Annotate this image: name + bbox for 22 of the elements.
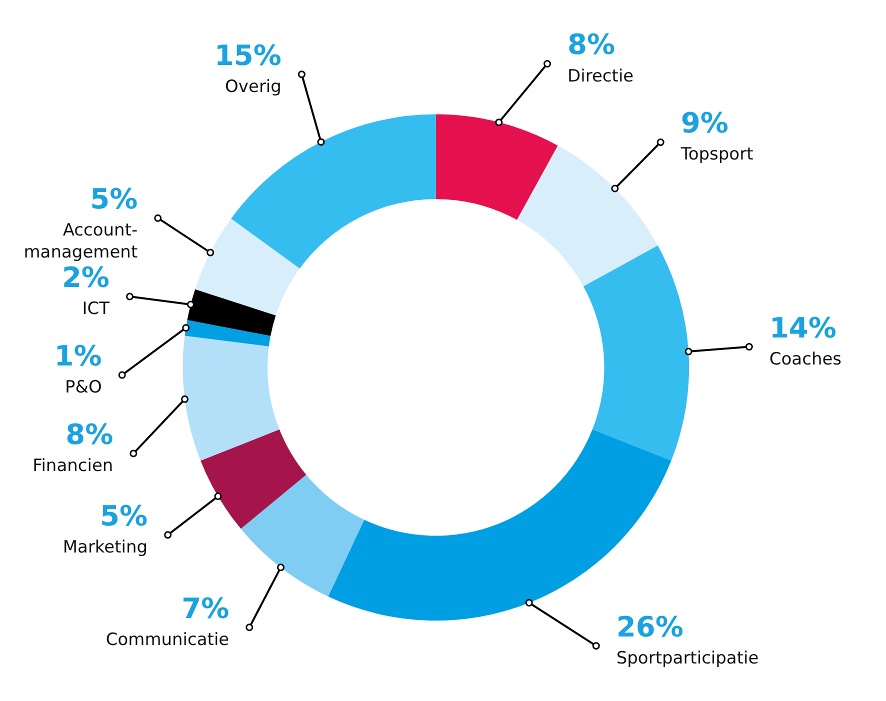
slice-label: ICT [82,299,110,320]
data-label: 5% [100,499,148,532]
slice-label: Sportparticipatie [616,648,759,668]
data-label: 15% [214,38,282,72]
slice-label: P&O [64,378,102,398]
slice-label: Topsport [680,144,754,165]
slice-label: Communicatie [106,630,230,650]
slice-label: Marketing [62,537,148,558]
data-label: 26% [616,610,684,644]
slice-label: Account-management [24,220,138,263]
data-label: 9% [680,106,728,140]
slice-label: Overig [225,76,282,97]
slice-label: Directie [568,66,634,86]
data-label: 1% [54,339,102,372]
slice-label: Financien [32,456,114,476]
slice-label: Coaches [769,349,842,370]
data-label: 2% [62,261,110,294]
data-label: 5% [90,182,138,216]
data-label: 8% [568,28,616,62]
data-label: 7% [182,592,230,625]
data-label: 14% [769,311,836,344]
data-label: 8% [66,418,114,451]
